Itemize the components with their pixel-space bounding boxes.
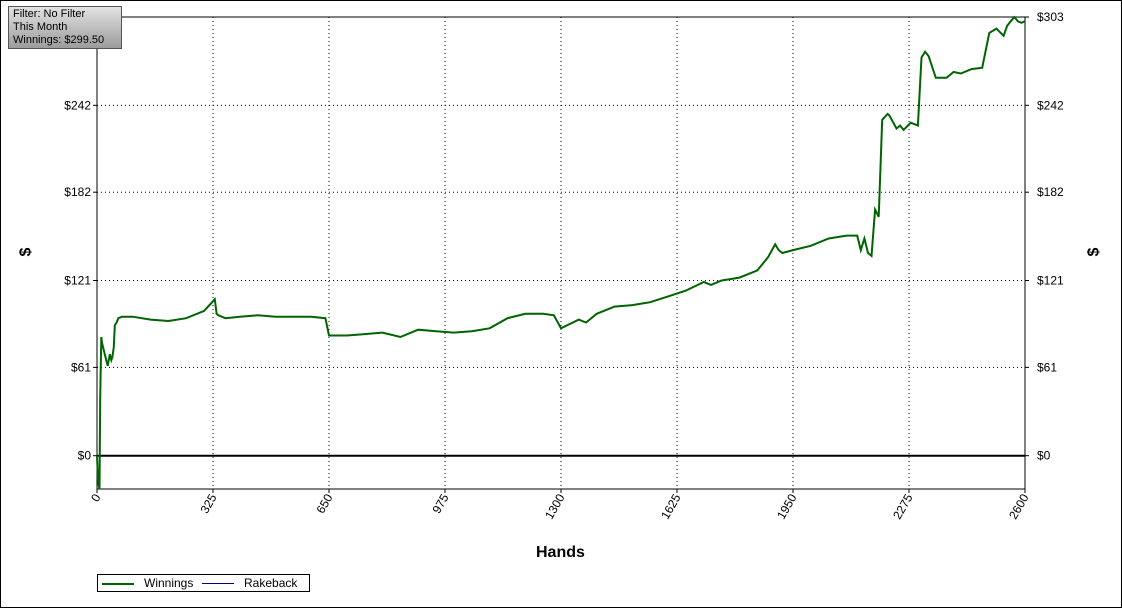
x-tick-label: 325 [197,491,219,516]
x-tick-label: 1950 [774,491,800,521]
legend-item-winnings: Winnings [102,576,193,591]
y-tick-label-right: $0 [1037,449,1051,463]
y-tick-label-left: $121 [64,274,91,288]
legend-label-rakeback: Rakeback [244,576,298,590]
x-tick-label: 975 [429,491,451,516]
y-tick-label-right: $61 [1037,360,1057,374]
x-tick-label: 2275 [890,491,916,521]
y-tick-label-right: $242 [1037,98,1064,112]
y-tick-label-left: $242 [64,98,91,112]
x-tick-label: 650 [313,491,335,516]
x-tick-label: 1625 [658,491,684,521]
y-tick-label-left: $182 [64,185,91,199]
y-tick-label-right: $182 [1037,185,1064,199]
series-line-winnings [96,15,1026,490]
winnings-label: Winnings: $299.50 [13,34,105,46]
x-tick-label: 0 [88,491,104,504]
y-axis-title-right: $ [1085,247,1103,257]
y-tick-label-left: $0 [78,449,92,463]
y-tick-label-right: $303 [1037,10,1064,24]
y-tick-label-left: $61 [71,360,91,374]
legend-label-winnings: Winnings [144,576,194,590]
filter-label: Filter: No Filter [13,8,86,20]
y-tick-label-right: $121 [1037,274,1064,288]
legend-item-rakeback: Rakeback [202,576,297,591]
x-axis-title: Hands [536,544,585,561]
chart-legend: Winnings Rakeback [97,574,310,592]
x-tick-label: 1300 [542,491,568,521]
x-tick-label: 2600 [1006,491,1032,521]
period-label: This Month [13,21,68,33]
legend-swatch-rakeback [202,583,234,585]
filter-info-box: Filter: No Filter This Month Winnings: $… [8,6,122,49]
y-axis-title-left: $ [17,247,35,257]
legend-swatch-winnings [102,582,134,585]
